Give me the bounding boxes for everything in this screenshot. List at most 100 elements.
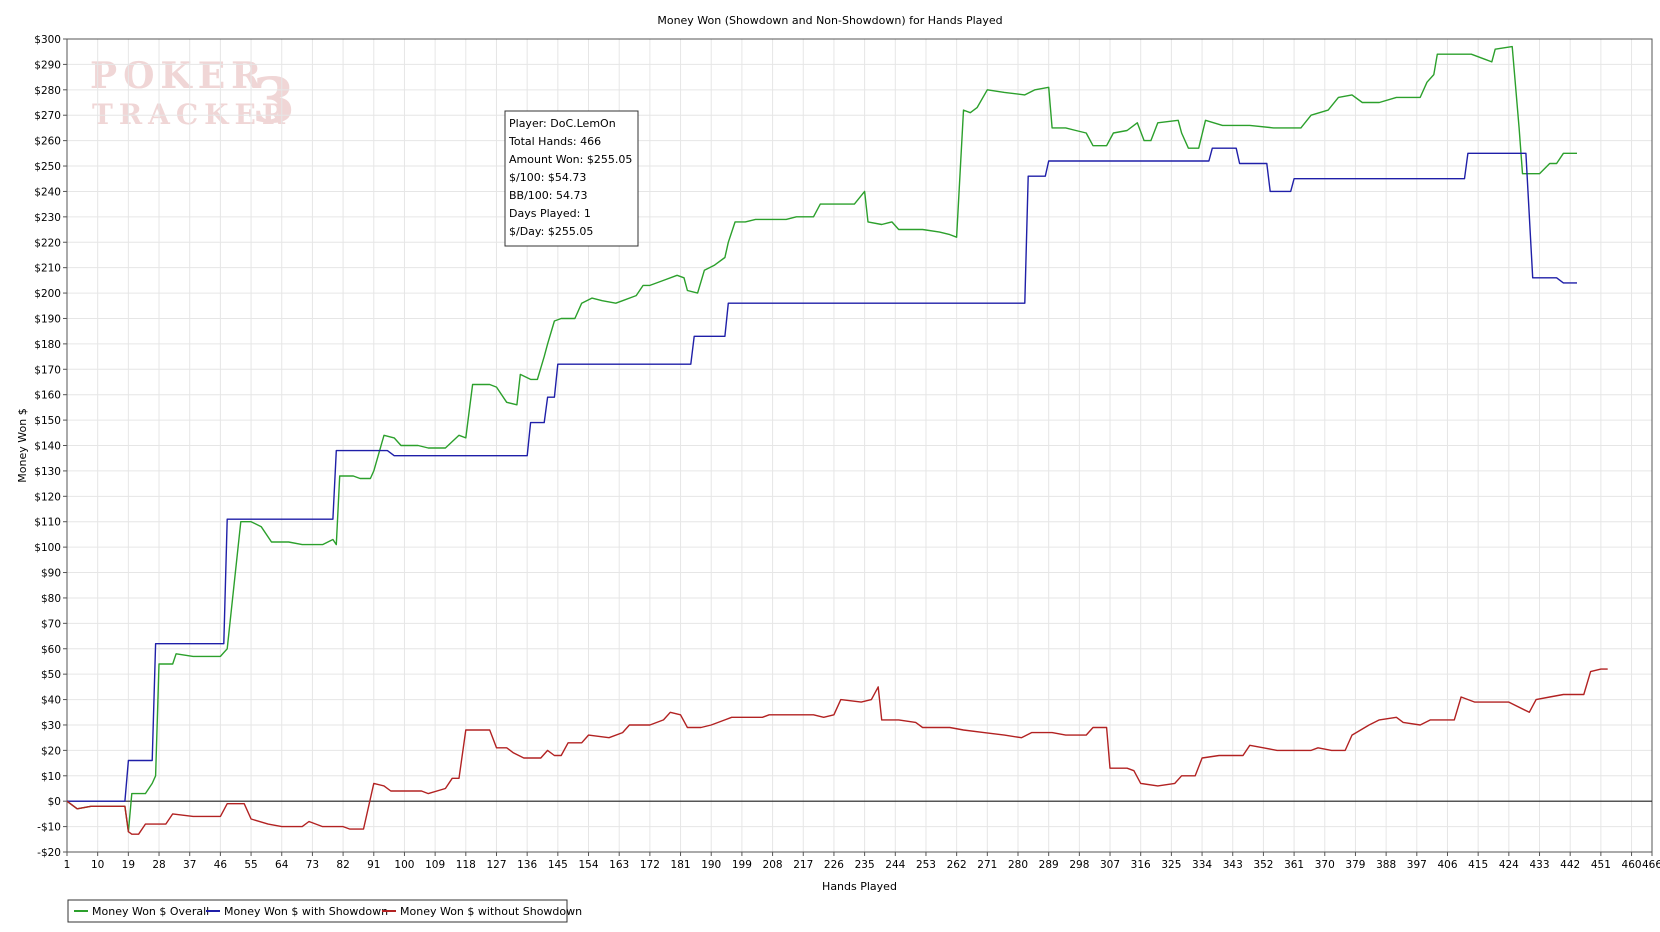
x-tick-label: 199	[732, 859, 752, 871]
x-tick-label: 271	[977, 859, 997, 871]
y-tick-label: $190	[34, 313, 61, 325]
y-tick-label: $230	[34, 212, 61, 224]
y-tick-label: $280	[34, 85, 61, 97]
y-tick-label: -$20	[37, 847, 61, 859]
y-tick-label: $40	[41, 695, 61, 707]
chart-legend: Money Won $ Overall Money Won $ with Show…	[67, 899, 582, 923]
x-tick-label: 253	[916, 859, 936, 871]
legend-label-0: Money Won $ Overall	[92, 905, 209, 918]
watermark-mark: 3	[252, 64, 295, 137]
series-line-2	[66, 668, 1608, 835]
x-tick-label: 388	[1376, 859, 1396, 871]
y-tick-label: $20	[41, 745, 61, 757]
y-tick-label: $70	[41, 618, 61, 630]
x-tick-label: 379	[1345, 859, 1365, 871]
x-tick-label: 10	[91, 859, 104, 871]
x-tick-label: 91	[367, 859, 380, 871]
y-tick-label: $220	[34, 237, 61, 249]
y-tick-label: $60	[41, 644, 61, 656]
chart-title: Money Won (Showdown and Non-Showdown) fo…	[657, 14, 1002, 27]
x-tick-label: 208	[763, 859, 783, 871]
x-tick-label: 100	[394, 859, 414, 871]
watermark-line1: POKER	[90, 55, 267, 97]
stat-dollars-per-day: $/Day: $255.05	[509, 225, 593, 238]
y-tick-label: $240	[34, 186, 61, 198]
legend-frame	[67, 899, 568, 923]
x-tick-label: 154	[578, 859, 598, 871]
x-tick-label: 325	[1161, 859, 1181, 871]
x-tick-label: 280	[1008, 859, 1028, 871]
stat-days-played: Days Played: 1	[509, 207, 591, 220]
x-tick-label: 316	[1131, 859, 1151, 871]
x-tick-label: 433	[1529, 859, 1549, 871]
legend-label-2: Money Won $ without Showdown	[400, 905, 582, 918]
x-tick-label: 244	[885, 859, 905, 871]
series-lines	[66, 45, 1608, 835]
x-tick-label: 73	[306, 859, 319, 871]
y-tick-label: $250	[34, 161, 61, 173]
player-stats-frame	[504, 110, 639, 247]
legend-label-1: Money Won $ with Showdown	[224, 905, 388, 918]
x-tick-label: 37	[183, 859, 196, 871]
stat-dollars-per-100: $/100: $54.73	[509, 171, 586, 184]
x-tick-label: 289	[1039, 859, 1059, 871]
x-tick-label: 235	[855, 859, 875, 871]
stat-bb-per-100: BB/100: 54.73	[509, 189, 588, 202]
x-tick-label: 46	[214, 859, 228, 871]
x-tick-label: 19	[122, 859, 135, 871]
x-tick-label: 361	[1284, 859, 1304, 871]
x-tick-label: 118	[456, 859, 476, 871]
x-tick-label: 262	[947, 859, 967, 871]
series-line-1	[67, 147, 1577, 802]
y-tick-label: $210	[34, 263, 61, 275]
x-axis-title: Hands Played	[822, 880, 897, 893]
y-tick-label: $50	[41, 669, 61, 681]
y-tick-label: $10	[41, 771, 61, 783]
y-axis-ticks: -$20 -$10 $0 $10 $20 $30 $40 $50 $60 $70 $80 $90 $10…	[34, 34, 67, 859]
x-tick-label: 460	[1622, 859, 1642, 871]
y-tick-label: $130	[34, 466, 61, 478]
stat-player: Player: DoC.LemOn	[509, 117, 616, 130]
y-tick-label: $80	[41, 593, 61, 605]
stat-amount-won: Amount Won: $255.05	[509, 153, 632, 166]
x-tick-label: 343	[1223, 859, 1243, 871]
y-tick-label: $30	[41, 720, 61, 732]
y-tick-label: $300	[34, 34, 61, 46]
x-tick-label: 370	[1315, 859, 1335, 871]
x-tick-label: 64	[275, 859, 289, 871]
y-tick-label: -$10	[37, 822, 61, 834]
y-tick-label: $100	[34, 542, 61, 554]
x-tick-label: 127	[486, 859, 506, 871]
y-tick-label: $260	[34, 136, 61, 148]
y-tick-label: $180	[34, 339, 61, 351]
y-tick-label: $270	[34, 110, 61, 122]
y-tick-label: $290	[34, 59, 61, 71]
x-tick-label: 415	[1468, 859, 1488, 871]
x-tick-label: 109	[425, 859, 445, 871]
x-tick-label: 1	[64, 859, 71, 871]
y-tick-label: $170	[34, 364, 61, 376]
x-tick-label: 442	[1560, 859, 1580, 871]
y-tick-label: $150	[34, 415, 61, 427]
x-tick-label: 334	[1192, 859, 1212, 871]
x-tick-label: 55	[244, 859, 257, 871]
y-tick-label: $110	[34, 517, 61, 529]
y-tick-label: $90	[41, 568, 61, 580]
y-axis-title: Money Won $	[16, 408, 29, 482]
watermark-line2: TRACKER	[92, 98, 291, 131]
poker-tracker-watermark: POKER TRACKER 3	[90, 55, 295, 137]
x-tick-label: 424	[1499, 859, 1519, 871]
x-tick-label: 82	[336, 859, 349, 871]
stat-total-hands: Total Hands: 466	[508, 135, 601, 148]
x-tick-label: 466	[1642, 859, 1660, 871]
x-tick-label: 28	[152, 859, 165, 871]
y-tick-label: $200	[34, 288, 61, 300]
x-tick-label: 352	[1253, 859, 1273, 871]
y-tick-label: $140	[34, 441, 61, 453]
y-tick-label: $160	[34, 390, 61, 402]
x-tick-label: 136	[517, 859, 537, 871]
y-tick-label: $120	[34, 491, 61, 503]
x-tick-label: 307	[1100, 859, 1120, 871]
x-tick-label: 172	[640, 859, 660, 871]
